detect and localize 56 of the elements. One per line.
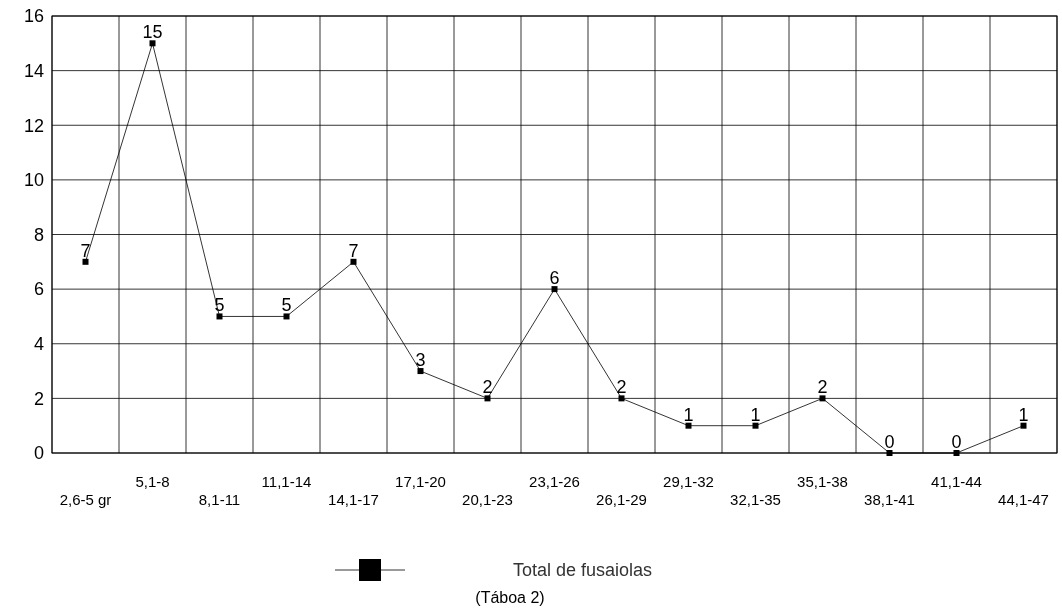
- point: [685, 422, 692, 429]
- point: [82, 258, 89, 265]
- x-tick-label: 38,1-41: [864, 491, 915, 508]
- y-tick-label: 6: [33, 279, 44, 300]
- point: [886, 450, 893, 456]
- data-label: 2: [482, 377, 493, 398]
- x-tick-label: 23,1-26: [529, 473, 580, 490]
- x-tick-label: 32,1-35: [730, 491, 781, 508]
- x-tick-label: 17,1-20: [395, 473, 446, 490]
- y-tick-label: 4: [33, 334, 44, 355]
- x-tick-label: 29,1-32: [663, 473, 714, 490]
- point: [953, 450, 960, 456]
- text: Total de fusaiolas: [513, 560, 653, 581]
- y-tick-label: 10: [23, 170, 44, 191]
- point: [417, 368, 424, 375]
- y-tick-label: 16: [23, 6, 44, 27]
- x-tick-label: 41,1-44: [931, 473, 982, 490]
- data-label: 2: [817, 377, 828, 398]
- x-tick-label: 2,6-5 gr: [59, 491, 112, 508]
- data-label: 6: [549, 268, 560, 289]
- data-label: 7: [80, 240, 91, 261]
- y-tick-label: 0: [33, 443, 44, 464]
- x-tick-label: 8,1-11: [198, 491, 241, 508]
- x-tick-label: 26,1-29: [596, 491, 647, 508]
- data-label: 3: [415, 350, 426, 371]
- x-tick-label: 20,1-23: [462, 491, 513, 508]
- point: [1020, 422, 1027, 429]
- point: [551, 286, 558, 293]
- point: [149, 40, 156, 47]
- data-label: 0: [884, 432, 895, 452]
- data-label: 2: [616, 377, 627, 398]
- data-label: 1: [750, 404, 761, 425]
- point: [819, 395, 826, 402]
- data-label: 5: [281, 295, 292, 316]
- x-tick-label: 35,1-38: [797, 473, 848, 490]
- x-tick-label: 5,1-8: [135, 473, 170, 490]
- y-tick-label: 14: [23, 60, 44, 81]
- data-label: 1: [1018, 404, 1029, 425]
- point: [350, 258, 357, 265]
- data-label: 0: [951, 432, 962, 452]
- x-tick-label: 11,1-14: [261, 473, 312, 490]
- point: [484, 395, 491, 402]
- x-tick-label: 44,1-47: [998, 491, 1049, 508]
- data-label: 1: [683, 404, 694, 425]
- y-tick-label: 8: [33, 224, 44, 245]
- point: [752, 422, 759, 429]
- y-tick-label: 2: [33, 388, 44, 409]
- x-tick-label: 14,1-17: [328, 491, 379, 508]
- data-label: 7: [348, 240, 359, 261]
- point: [216, 313, 223, 320]
- data-label: 15: [142, 22, 163, 43]
- data-label: 5: [214, 295, 225, 316]
- y-tick-label: 12: [23, 115, 44, 136]
- text: (Táboa 2): [475, 589, 545, 606]
- point: [618, 395, 625, 402]
- point: [283, 313, 290, 320]
